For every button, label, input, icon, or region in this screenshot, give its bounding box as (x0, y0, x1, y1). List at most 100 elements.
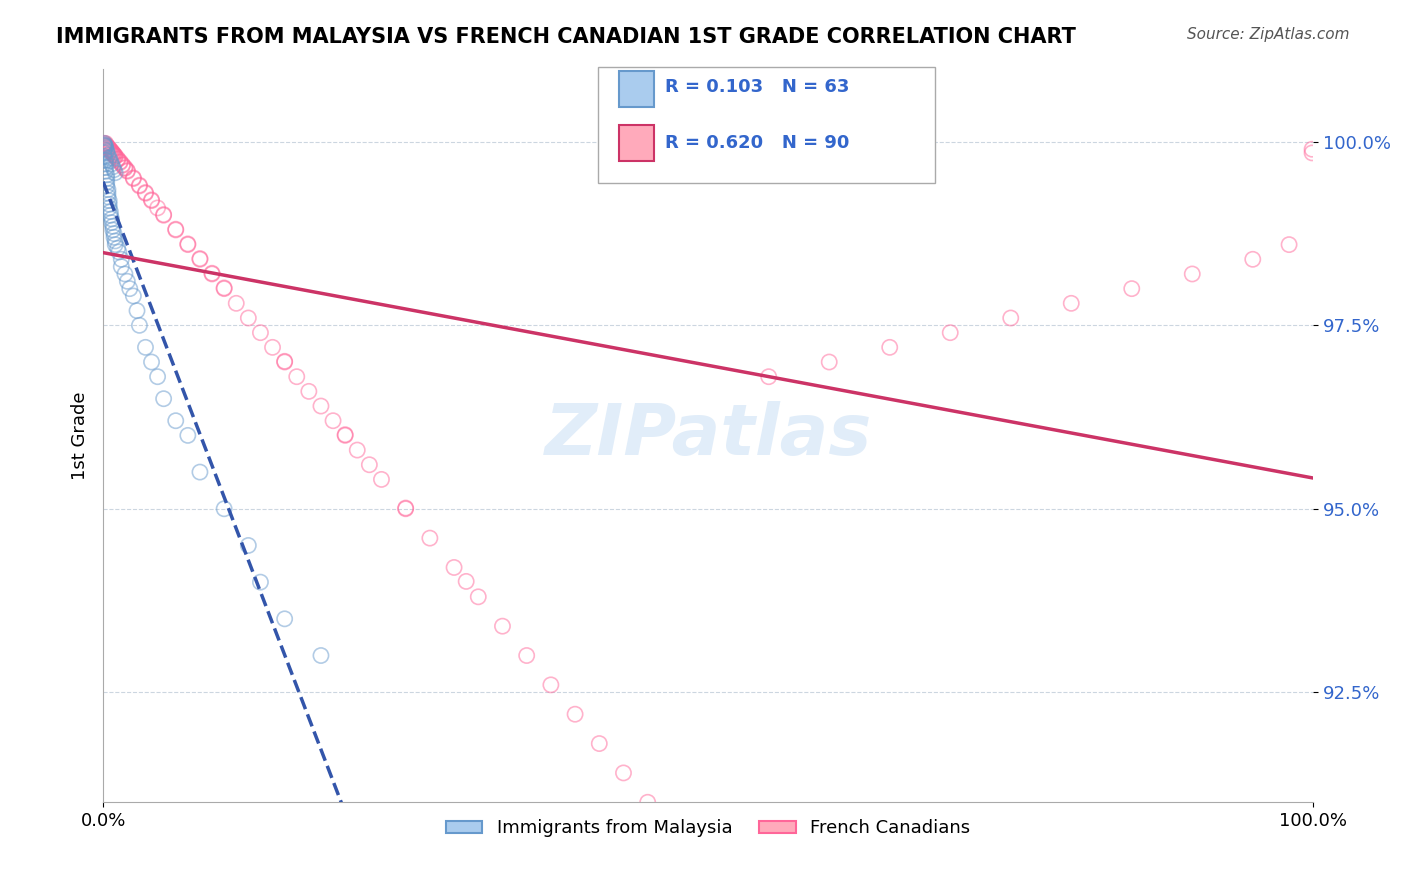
Point (93, 136, 115, 151)
Point (107, 241, 129, 255)
Point (141, 193, 163, 207)
Point (152, 208, 174, 222)
Point (98, 151, 121, 165)
Point (118, 282, 141, 296)
Point (117, 163, 139, 178)
Point (100, 157, 122, 171)
Point (128, 178, 150, 193)
Text: R = 0.103   N = 63: R = 0.103 N = 63 (665, 78, 849, 95)
Point (1060, 296, 1083, 310)
Point (107, 152, 129, 166)
Point (103, 162, 125, 177)
Point (273, 355, 295, 369)
Point (141, 355, 163, 369)
Point (96, 139, 118, 153)
Point (114, 267, 136, 281)
Point (128, 318, 150, 333)
Point (152, 392, 174, 406)
Point (97, 148, 120, 162)
Point (100, 211, 122, 226)
Point (101, 146, 124, 161)
Point (100, 143, 122, 157)
Point (97, 141, 120, 155)
Point (370, 472, 392, 486)
Point (110, 252, 132, 267)
Point (188, 465, 211, 479)
Point (333, 427, 356, 442)
Point (273, 354, 295, 368)
Point (146, 201, 169, 215)
Point (97, 190, 120, 204)
Point (128, 178, 150, 193)
Point (262, 340, 284, 354)
Point (96, 145, 118, 160)
Point (122, 171, 145, 186)
Point (94, 161, 117, 175)
Point (110, 260, 132, 274)
Point (1301, 142, 1323, 156)
Point (103, 147, 125, 161)
Point (108, 155, 131, 169)
Point (93, 145, 115, 160)
Point (152, 208, 174, 222)
Point (1121, 282, 1143, 296)
Point (134, 340, 156, 354)
Text: Source: ZipAtlas.com: Source: ZipAtlas.com (1187, 27, 1350, 42)
Point (588, 737, 610, 751)
Point (100, 208, 122, 222)
Point (188, 252, 211, 267)
Point (309, 648, 332, 663)
Point (94, 139, 117, 153)
Point (298, 384, 321, 399)
Text: R = 0.620   N = 90: R = 0.620 N = 90 (665, 134, 849, 152)
Point (1181, 267, 1204, 281)
Point (491, 619, 513, 633)
Point (104, 150, 127, 164)
Text: ZIPatlas: ZIPatlas (544, 401, 872, 470)
Point (96, 138, 118, 153)
Point (101, 219, 124, 234)
Point (103, 230, 125, 244)
Point (309, 399, 332, 413)
Point (238, 310, 260, 325)
Point (97, 186, 120, 201)
Point (1241, 252, 1264, 267)
Point (93, 138, 115, 153)
Point (212, 501, 235, 516)
Point (94, 164, 117, 178)
Point (117, 274, 139, 288)
Point (94, 136, 117, 151)
Point (395, 501, 418, 516)
Point (96, 144, 118, 158)
Point (516, 648, 538, 663)
Point (201, 266, 224, 280)
Point (818, 355, 841, 369)
Point (165, 222, 187, 236)
Point (443, 560, 465, 574)
Point (346, 443, 368, 458)
Point (165, 414, 187, 428)
Point (93, 136, 115, 151)
Point (98, 142, 121, 156)
Text: IMMIGRANTS FROM MALAYSIA VS FRENCH CANADIAN 1ST GRADE CORRELATION CHART: IMMIGRANTS FROM MALAYSIA VS FRENCH CANAD… (56, 27, 1076, 46)
Point (359, 458, 381, 472)
Point (249, 326, 271, 340)
Point (100, 144, 122, 158)
Point (104, 237, 127, 252)
Point (419, 531, 441, 545)
Point (103, 227, 125, 241)
Point (758, 369, 780, 384)
Point (98, 141, 121, 155)
Point (101, 223, 124, 237)
Point (104, 149, 127, 163)
Point (100, 145, 122, 160)
Point (540, 678, 562, 692)
Point (322, 414, 344, 428)
Point (94, 157, 117, 171)
Point (94, 141, 117, 155)
Point (212, 282, 235, 296)
Point (238, 538, 260, 552)
Point (108, 154, 131, 169)
Point (101, 160, 124, 174)
Point (125, 303, 148, 318)
